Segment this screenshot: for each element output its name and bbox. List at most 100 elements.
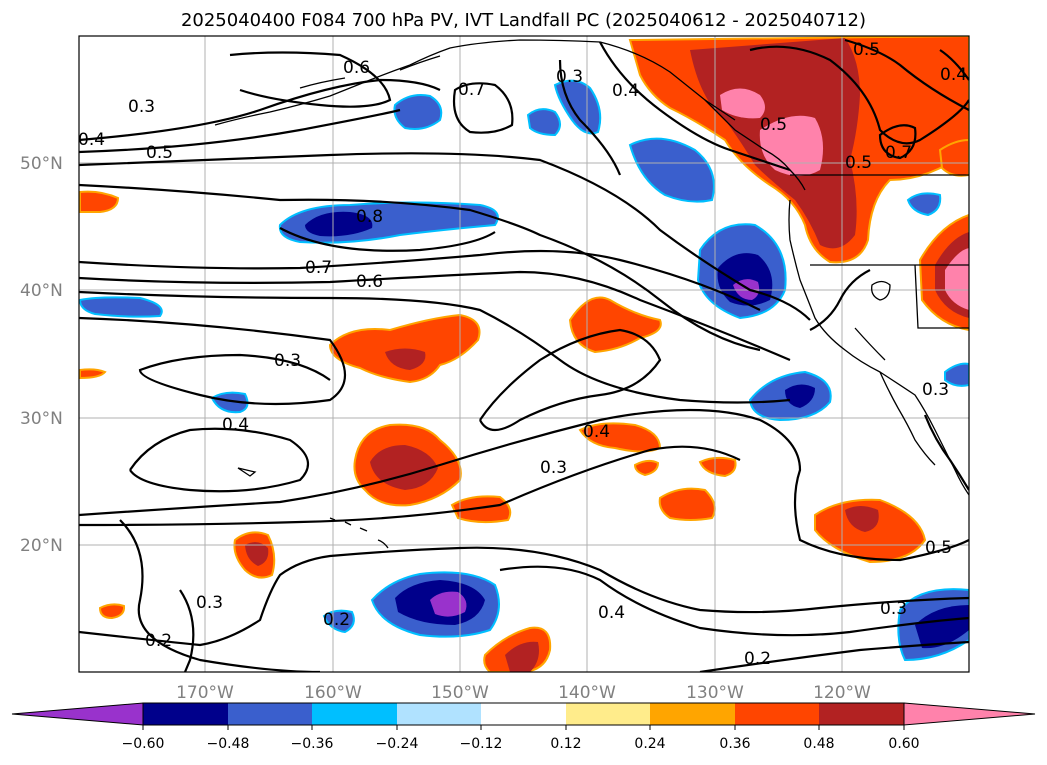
pv-contour [878,124,917,160]
colorbar-segment [650,703,735,725]
pv-contour [119,519,321,672]
colorbar-segment [228,703,312,725]
pv-contour [79,249,761,311]
island [237,467,257,477]
pv-contour [279,227,496,252]
contour-label: 0.7 [305,258,332,278]
contour-label: 0.4 [583,422,610,442]
pv-contour [923,414,969,491]
negative-region [628,137,715,203]
contour-label: 0.3 [880,599,907,619]
colorbar-extend-left [11,702,144,726]
positive-region [450,495,512,524]
lon-label: 160°W [304,683,362,703]
alaska-coast [299,55,441,89]
positive-anomaly-regions [79,36,969,672]
pv-contour [558,59,622,176]
positive-region [328,313,481,384]
pv-contour [499,565,969,637]
contour-label: 0.7 [885,143,912,163]
contour-label: 0.7 [458,80,485,100]
alaska-coast [214,39,736,126]
colorbar-segment [397,703,481,725]
contour-label: 0.5 [146,143,173,163]
lake [871,280,891,301]
colorbar-tick-label: 0.36 [719,736,750,752]
contour-label: 0.4 [222,415,249,435]
contour-label: 0.3 [556,67,583,87]
hawaii-islands [329,517,389,549]
contour-label: 0.3 [196,593,223,613]
positive-region [370,445,438,490]
negative-region [553,79,602,135]
contour-label: 0.2 [744,649,771,669]
pv-contour [939,49,969,81]
pv-contour [79,290,791,404]
colorbar-segment [143,703,228,725]
negative-region [526,108,561,137]
colorbar-tick-label: −0.48 [207,736,250,752]
pv-contour [452,82,514,134]
contour-label: 0.6 [343,58,370,78]
pv-contour [749,45,969,145]
negative-region [79,296,163,318]
lon-label: 130°W [686,683,744,703]
negative-region [322,609,355,634]
contour-label: 0.3 [128,97,155,117]
colorbar-segment [819,703,904,725]
positive-region [720,88,765,119]
contour-label: 0.5 [760,115,787,135]
colorbar-segment [735,703,819,725]
negative-region [210,391,249,414]
negative-region [915,605,969,649]
lat-label: 50°N [20,154,63,174]
contour-label: 0.5 [925,538,952,558]
pv-contour [79,108,401,154]
contour-label: 0.5 [845,153,872,173]
colorbar-tick-label: 0.48 [803,736,834,752]
contour-label: 0.4 [598,603,625,623]
positive-region [938,138,969,177]
latitude-labels: 50°N 40°N 30°N 20°N [20,154,63,556]
lon-label: 140°W [558,683,616,703]
pv-contour [844,38,969,111]
lon-label: 120°W [813,683,871,703]
colorbar-frame [142,702,905,726]
contour-labels: 0.3 0.6 0.7 0.3 0.4 0.5 0.5 0.4 0.5 0.8 … [78,40,967,669]
contour-label: 0.2 [145,631,172,651]
colorbar-segment [481,703,566,725]
negative-region [305,211,373,237]
contour-label: 0.4 [940,65,967,85]
positive-region [658,487,716,521]
lat-label: 30°N [20,409,63,429]
pv-contour [79,183,761,352]
colorbar-tick-label: 0.60 [888,736,919,752]
pv-contour [79,546,969,647]
colorbar-extend-right [903,702,1036,726]
border-line [790,174,969,361]
pv-contour [699,640,969,672]
lon-label: 150°W [431,683,489,703]
colorbar: −0.60 −0.48 −0.36 −0.24 −0.12 0.12 0.24 … [11,702,1036,752]
contour-label: 0.4 [612,81,639,101]
positive-region [945,248,969,310]
colorbar-segment [312,703,397,725]
contour-label: 0.3 [274,351,301,371]
colorbar-tick-label: −0.12 [460,736,503,752]
negative-region [393,94,443,130]
us-west-coast [788,199,969,496]
pv-contour [179,589,195,672]
positive-region [385,348,426,370]
contour-label: 0.4 [78,130,105,150]
pv-contour [809,269,871,331]
longitude-labels: 170°W 160°W 150°W 140°W 130°W 120°W [176,683,871,703]
pv-contour [79,408,969,562]
pv-contour [79,78,441,142]
pv-contour [599,41,791,172]
colorbar-ticks [142,725,905,730]
positive-region [245,542,269,566]
positive-region [79,368,107,380]
chart-title: 2025040400 F084 700 hPa PV, IVT Landfall… [180,10,867,31]
pv-contours [79,38,969,672]
